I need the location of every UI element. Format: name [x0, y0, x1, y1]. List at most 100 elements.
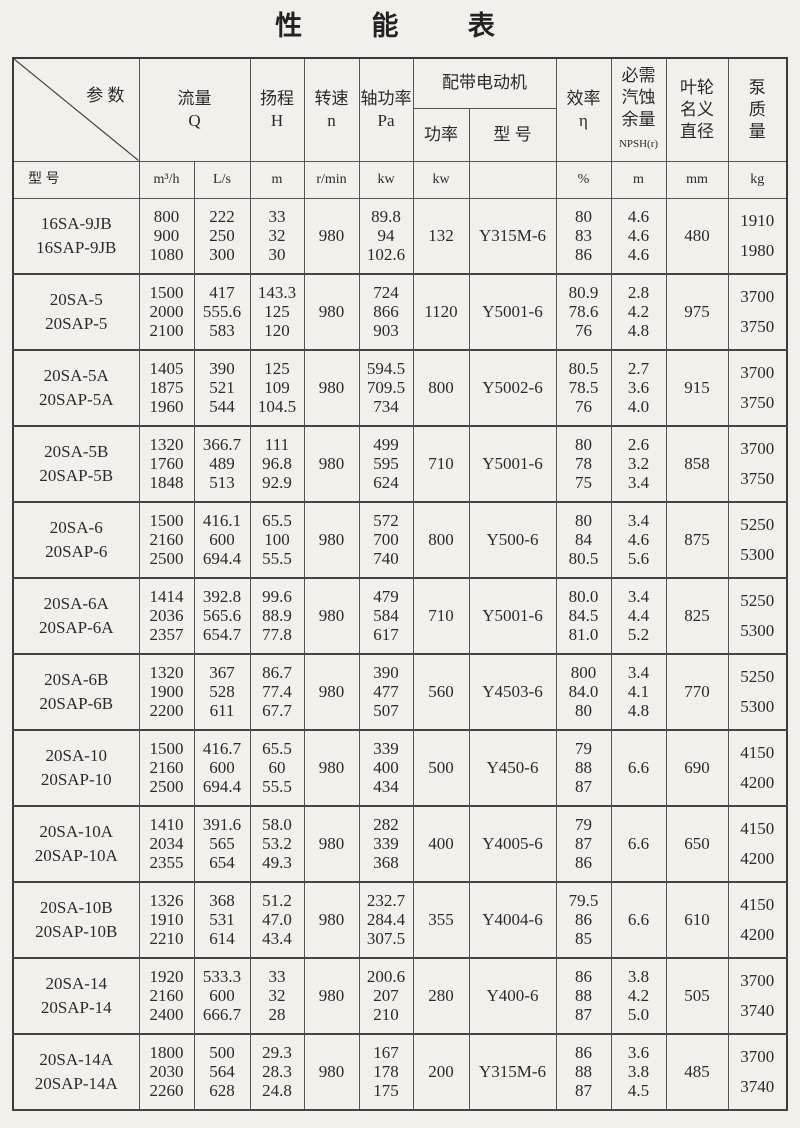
- npsh-header: 必需 汽蚀 余量 NPSH(r): [610, 57, 667, 162]
- flow-ls-cell: 391.6 565 654: [193, 805, 251, 883]
- flow-ls-cell: 366.7 489 513: [193, 425, 251, 503]
- model-cell: 20SA-10 20SAP-10: [12, 729, 140, 807]
- flow-m3h-cell: 1920 2160 2400: [138, 957, 195, 1035]
- motor-power-header: 功率: [412, 107, 470, 162]
- efficiency-cell: 800 84.0 80: [555, 653, 612, 731]
- motor-model-cell: Y315M-6: [468, 1033, 557, 1111]
- model-cell: 20SA-10A 20SAP-10A: [12, 805, 140, 883]
- motor-model-cell: Y315M-6: [468, 197, 557, 275]
- unit-cell: mm: [665, 160, 729, 199]
- speed-cell: 980: [303, 805, 360, 883]
- mass-cell: 4150 4200: [727, 805, 788, 883]
- efficiency-cell: 80.5 78.5 76: [555, 349, 612, 427]
- motor-model-cell: Y400-6: [468, 957, 557, 1035]
- motor-power-cell: 1120: [412, 273, 470, 351]
- impeller-cell: 825: [665, 577, 729, 655]
- impeller-cell: 610: [665, 881, 729, 959]
- motor-model-cell: Y5001-6: [468, 425, 557, 503]
- mass-cell: 3700 3750: [727, 273, 788, 351]
- efficiency-cell: 80 78 75: [555, 425, 612, 503]
- unit-cell: kg: [727, 160, 788, 199]
- shaft-power-cell: 232.7 284.4 307.5: [358, 881, 414, 959]
- table-row: 20SA-14 20SAP-14 1920 2160 2400 533.3 600 …: [12, 957, 788, 1035]
- page-title: 性 能 表: [275, 11, 525, 42]
- motor-power-cell: 710: [412, 577, 470, 655]
- impeller-cell: 975: [665, 273, 729, 351]
- flow-m3h-cell: 1800 2030 2260: [138, 1033, 195, 1111]
- flow-ls-cell: 392.8 565.6 654.7: [193, 577, 251, 655]
- table-row: 16SA-9JB 16SAP-9JB 800 900 1080 222 250 30…: [12, 197, 788, 275]
- speed-cell: 980: [303, 577, 360, 655]
- motor-model-cell: Y4004-6: [468, 881, 557, 959]
- motor-model-cell: Y5001-6: [468, 577, 557, 655]
- npsh-cell: 4.6 4.6 4.6: [610, 197, 667, 275]
- speed-cell: 980: [303, 653, 360, 731]
- npsh-cell: 6.6: [610, 729, 667, 807]
- flow-m3h-cell: 1500 2160 2500: [138, 501, 195, 579]
- table-row: 20SA-6 20SAP-6 1500 2160 2500 416.1 600 69…: [12, 501, 788, 579]
- npsh-cell: 3.4 4.4 5.2: [610, 577, 667, 655]
- speed-cell: 980: [303, 501, 360, 579]
- speed-cell: 980: [303, 729, 360, 807]
- npsh-cell: 6.6: [610, 881, 667, 959]
- impeller-cell: 480: [665, 197, 729, 275]
- model-cell: 20SA-5 20SAP-5: [12, 273, 140, 351]
- efficiency-cell: 79 88 87: [555, 729, 612, 807]
- mass-cell: 3700 3750: [727, 349, 788, 427]
- efficiency-cell: 80.0 84.5 81.0: [555, 577, 612, 655]
- model-cell: 20SA-6A 20SAP-6A: [12, 577, 140, 655]
- unit-cell: r/min: [303, 160, 360, 199]
- flow-ls-cell: 533.3 600 666.7: [193, 957, 251, 1035]
- motor-power-cell: 800: [412, 349, 470, 427]
- diagonal-header-cell: 参 数: [12, 57, 140, 162]
- motor-model-cell: Y4005-6: [468, 805, 557, 883]
- flow-header: 流量 Q: [138, 57, 251, 162]
- motor-model-cell: Y500-6: [468, 501, 557, 579]
- head-cell: 33 32 30: [249, 197, 305, 275]
- efficiency-cell: 86 88 87: [555, 957, 612, 1035]
- mass-cell: 1910 1980: [727, 197, 788, 275]
- shaft-power-cell: 594.5 709.5 734: [358, 349, 414, 427]
- model-cell: 20SA-6 20SAP-6: [12, 501, 140, 579]
- param-label: 参 数: [86, 86, 125, 105]
- table-row: 20SA-10B 20SAP-10B 1326 1910 2210 368 531 …: [12, 881, 788, 959]
- impeller-cell: 770: [665, 653, 729, 731]
- npsh-sublabel: NPSH(r): [618, 137, 659, 150]
- motor-header: 配带电动机: [412, 57, 557, 109]
- mass-cell: 3700 3740: [727, 957, 788, 1035]
- flow-ls-cell: 222 250 300: [193, 197, 251, 275]
- head-cell: 99.6 88.9 77.8: [249, 577, 305, 655]
- speed-cell: 980: [303, 957, 360, 1035]
- unit-cell: [468, 160, 557, 199]
- mass-cell: 5250 5300: [727, 501, 788, 579]
- shaft-power-cell: 282 339 368: [358, 805, 414, 883]
- efficiency-cell: 80.9 78.6 76: [555, 273, 612, 351]
- motor-power-cell: 355: [412, 881, 470, 959]
- model-cell: 20SA-14A 20SAP-14A: [12, 1033, 140, 1111]
- table-row: 20SA-5 20SAP-5 1500 2000 2100 417 555.6 58…: [12, 273, 788, 351]
- motor-model-cell: Y4503-6: [468, 653, 557, 731]
- motor-model-cell: Y5001-6: [468, 273, 557, 351]
- model-header: 型 号: [12, 160, 140, 199]
- unit-cell: kw: [358, 160, 414, 199]
- npsh-cell: 3.8 4.2 5.0: [610, 957, 667, 1035]
- flow-m3h-cell: 1405 1875 1960: [138, 349, 195, 427]
- flow-ls-cell: 368 531 614: [193, 881, 251, 959]
- speed-cell: 980: [303, 425, 360, 503]
- npsh-cell: 3.4 4.6 5.6: [610, 501, 667, 579]
- model-cell: 16SA-9JB 16SAP-9JB: [12, 197, 140, 275]
- flow-m3h-cell: 1320 1900 2200: [138, 653, 195, 731]
- head-cell: 111 96.8 92.9: [249, 425, 305, 503]
- shaft-power-cell: 390 477 507: [358, 653, 414, 731]
- efficiency-cell: 79.5 86 85: [555, 881, 612, 959]
- mass-cell: 4150 4200: [727, 729, 788, 807]
- npsh-cell: 3.4 4.1 4.8: [610, 653, 667, 731]
- motor-power-cell: 560: [412, 653, 470, 731]
- shaft-power-header: 轴功率 Pa: [358, 57, 414, 162]
- flow-ls-cell: 390 521 544: [193, 349, 251, 427]
- impeller-header: 叶轮 名义 直径: [665, 57, 729, 162]
- speed-cell: 980: [303, 349, 360, 427]
- table-row: 20SA-6A 20SAP-6A 1414 2036 2357 392.8 565.…: [12, 577, 788, 655]
- motor-model-cell: Y5002-6: [468, 349, 557, 427]
- motor-power-cell: 200: [412, 1033, 470, 1111]
